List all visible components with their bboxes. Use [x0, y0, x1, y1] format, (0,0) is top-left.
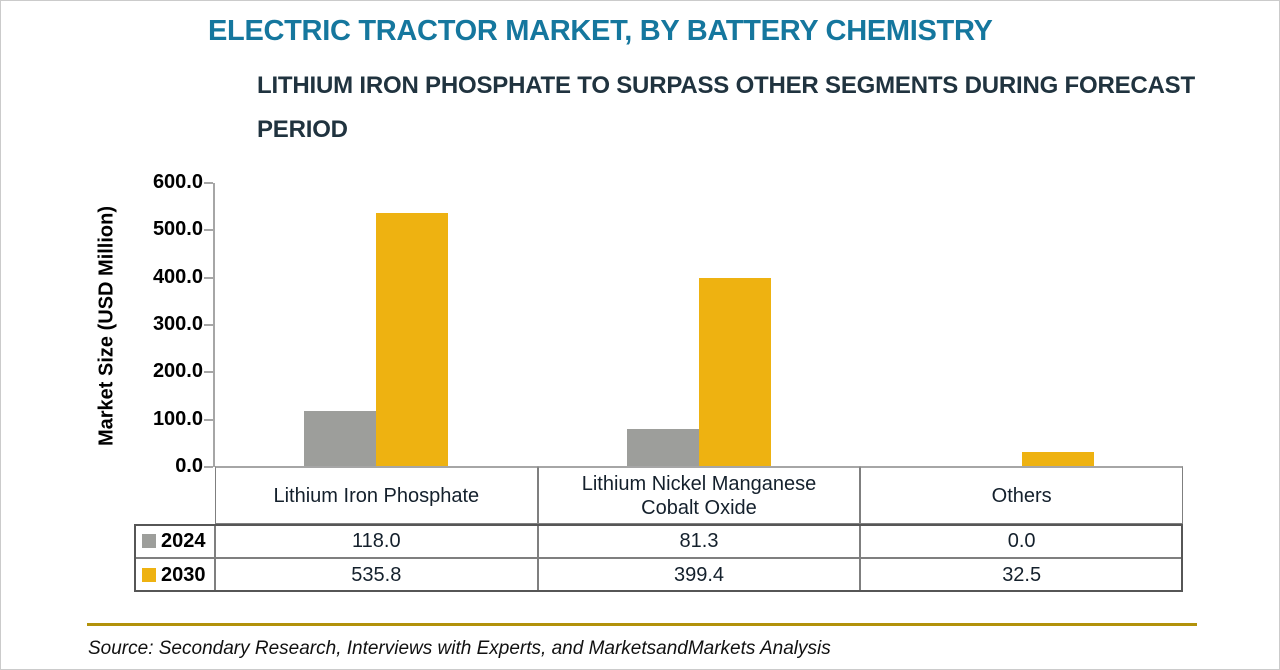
table-corner-cell — [134, 466, 215, 524]
legend-year-label: 2030 — [161, 563, 206, 586]
y-tick-label: 500.0 — [152, 218, 203, 241]
y-tick-label: 600.0 — [152, 171, 203, 193]
y-tick-mark — [204, 371, 213, 374]
y-tick-label: 100.0 — [152, 407, 203, 430]
value-cell-2030-cat1: 535.8 — [215, 558, 538, 592]
value-cell-2030-cat3: 32.5 — [860, 558, 1183, 592]
y-tick-mark — [204, 182, 213, 184]
legend-cell-2030: 2030 — [134, 558, 215, 592]
y-axis-line — [213, 183, 215, 467]
footer-divider — [87, 623, 1197, 626]
chart-title: ELECTRIC TRACTOR MARKET, BY BATTERY CHEM… — [208, 15, 993, 47]
value-cell-2024-cat2: 81.3 — [537, 524, 861, 558]
bar-2030-cat1 — [376, 213, 449, 467]
y-tick-mark — [204, 324, 213, 326]
y-tick-mark — [204, 418, 213, 421]
value-cell-2024-cat1: 118.0 — [215, 524, 538, 558]
category-header: Lithium Iron Phosphate — [215, 466, 538, 524]
chart-subtitle: LITHIUM IRON PHOSPHATE TO SURPASS OTHER … — [257, 72, 1195, 143]
y-tick-mark — [204, 229, 213, 232]
bar-2024-cat2 — [627, 428, 699, 467]
y-axis-title: Market Size (USD Million) — [95, 205, 118, 447]
source-note: Source: Secondary Research, Interviews w… — [88, 638, 831, 659]
value-cell-2024-cat3: 0.0 — [860, 524, 1183, 558]
value-cell-2030-cat2: 399.4 — [537, 558, 861, 592]
y-tick-label: 400.0 — [152, 265, 203, 288]
bar-2030-cat2 — [699, 277, 771, 467]
bar-2024-cat1 — [304, 411, 377, 467]
y-tick-label: 200.0 — [152, 360, 203, 383]
y-tick-mark — [204, 276, 213, 279]
plot-area — [215, 183, 1183, 467]
legend-cell-2024: 2024 — [134, 524, 215, 558]
y-tick-label: 0.0 — [175, 455, 203, 477]
y-tick-label: 300.0 — [152, 313, 203, 335]
legend-swatch-2024 — [142, 534, 156, 548]
y-tick-mark — [204, 466, 213, 468]
legend-year-label: 2024 — [161, 529, 206, 552]
legend-swatch-2030 — [142, 568, 156, 582]
bar-2030-cat3 — [1021, 451, 1094, 467]
category-header: Lithium Nickel Manganese Cobalt Oxide — [537, 466, 861, 524]
category-header: Others — [860, 466, 1183, 524]
